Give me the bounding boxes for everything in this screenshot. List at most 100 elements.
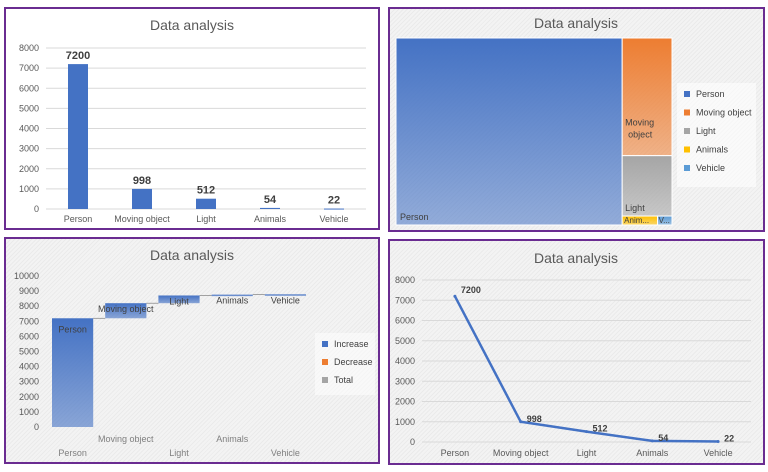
y-tick-label: 2000: [395, 397, 415, 407]
data-point: [519, 420, 523, 424]
waterfall-chart-panel: Data analysis 0 1000 2000 3000 4000 5000 6000 70…: [4, 237, 380, 464]
line-chart-panel: Data analysis 0 1000 2000 3000 4000 5000 6000 70…: [388, 239, 765, 465]
data-label: 54: [264, 194, 277, 206]
y-tick-label: 4000: [19, 362, 39, 372]
x-tick-label: Moving object: [114, 214, 170, 224]
legend-swatch: [322, 341, 328, 347]
legend-swatch: [684, 109, 690, 116]
x-tick-label: Light: [577, 448, 597, 458]
y-tick-label: 1000: [19, 407, 39, 417]
x-tick-label: Person: [64, 214, 93, 224]
y-tick-label: 5000: [19, 103, 39, 113]
data-label: 22: [328, 195, 340, 207]
tile-label: Light: [625, 203, 645, 213]
y-tick-label: 10000: [14, 271, 39, 281]
y-tick-label: 1000: [395, 417, 415, 427]
waterfall-bar: [105, 303, 147, 319]
waterfall-chart: Data analysis 0 1000 2000 3000 4000 5000 6000 70…: [14, 247, 375, 458]
y-tick-label: 5000: [395, 336, 415, 346]
data-label: 512: [593, 424, 608, 434]
y-tick-label: 7000: [19, 316, 39, 326]
data-point: [650, 439, 654, 443]
legend-swatch: [684, 91, 690, 97]
bar-label: Vehicle: [271, 295, 300, 305]
legend-swatch: [684, 128, 690, 134]
y-tick-label: 2000: [19, 392, 39, 402]
tile-label: Moving object: [625, 118, 654, 140]
data-point: [453, 294, 457, 298]
waterfall-bar: [211, 294, 253, 297]
treemap-chart-panel: Data analysis Person Moving object Light Anim…: [388, 7, 765, 232]
y-tick-label: 9000: [19, 286, 39, 296]
legend-swatch: [684, 146, 690, 153]
bar: [132, 188, 152, 209]
x-tick-label: Vehicle: [319, 214, 348, 224]
waterfall-bar: [158, 295, 200, 304]
treemap-chart: Data analysis Person Moving object Light Anim…: [395, 15, 756, 226]
bar-label: Light: [169, 296, 189, 306]
y-tick-label: 8000: [395, 275, 415, 285]
y-tick-label: 3000: [19, 144, 39, 154]
legend-label: Person: [696, 89, 725, 99]
treemap-tile: [395, 37, 623, 226]
chart-title: Data analysis: [534, 15, 618, 31]
data-point: [585, 430, 588, 434]
line-chart: Data analysis 0 1000 2000 3000 4000 5000 6000 70…: [395, 250, 751, 458]
treemap-tile: [657, 215, 673, 226]
data-label: 998: [527, 414, 542, 424]
y-tick-label: 3000: [19, 377, 39, 387]
y-tick-label: 0: [34, 204, 39, 214]
x-tick-label: Vehicle: [704, 448, 733, 458]
bar-label: Person: [58, 324, 87, 334]
y-tick-label: 8000: [19, 43, 39, 53]
bar-label: Animals: [216, 296, 249, 306]
x-tick-label: Vehicle: [271, 448, 300, 458]
data-label: 7200: [66, 50, 90, 62]
bar-chart: Data analysis 0 1000 2000 3000 4000 5000 6000 70…: [19, 17, 366, 224]
y-tick-label: 6000: [19, 83, 39, 93]
x-tick-label: Person: [441, 448, 470, 458]
y-tick-label: 2000: [19, 164, 39, 174]
legend-label: Increase: [334, 339, 369, 349]
y-tick-label: 4000: [19, 124, 39, 134]
legend-swatch: [322, 359, 328, 365]
bar: [196, 198, 216, 209]
tile-label: V...: [659, 216, 670, 225]
legend-label: Light: [696, 126, 716, 136]
x-tick-label: Animals: [216, 434, 249, 444]
y-tick-label: 1000: [19, 184, 39, 194]
legend-label: Animals: [696, 145, 729, 155]
x-tick-label: Animals: [636, 448, 669, 458]
legend-swatch: [684, 165, 690, 171]
y-tick-label: 7000: [395, 295, 415, 305]
data-label: 512: [197, 185, 215, 197]
treemap-tile: [621, 37, 673, 157]
y-tick-label: 0: [34, 422, 39, 432]
waterfall-bar: [52, 318, 94, 427]
y-tick-label: 5000: [19, 347, 39, 357]
x-tick-label: Light: [169, 448, 189, 458]
data-point: [716, 440, 720, 444]
legend-swatch: [322, 377, 328, 383]
y-tick-label: 3000: [395, 376, 415, 386]
legend-box: [677, 83, 756, 187]
y-tick-label: 0: [410, 437, 415, 447]
chart-title: Data analysis: [150, 17, 234, 33]
waterfall-bar: [264, 294, 306, 296]
bar-chart-panel: Data analysis 0 1000 2000 3000 4000 5000 6000 70…: [4, 7, 380, 230]
series-line: [453, 295, 719, 443]
data-label: 998: [133, 175, 151, 187]
data-label: 7200: [461, 285, 481, 295]
bar: [324, 208, 344, 210]
x-tick-label: Moving object: [98, 434, 154, 444]
legend-label: Decrease: [334, 357, 373, 367]
x-tick-label: Light: [196, 214, 216, 224]
y-tick-label: 7000: [19, 63, 39, 73]
legend-label: Vehicle: [696, 163, 725, 173]
bar-label: Moving object: [98, 304, 154, 314]
bar: [68, 64, 88, 209]
x-tick-label: Person: [58, 448, 87, 458]
y-tick-label: 4000: [395, 356, 415, 366]
x-tick-label: Moving object: [493, 448, 549, 458]
data-label: 54: [658, 433, 668, 443]
